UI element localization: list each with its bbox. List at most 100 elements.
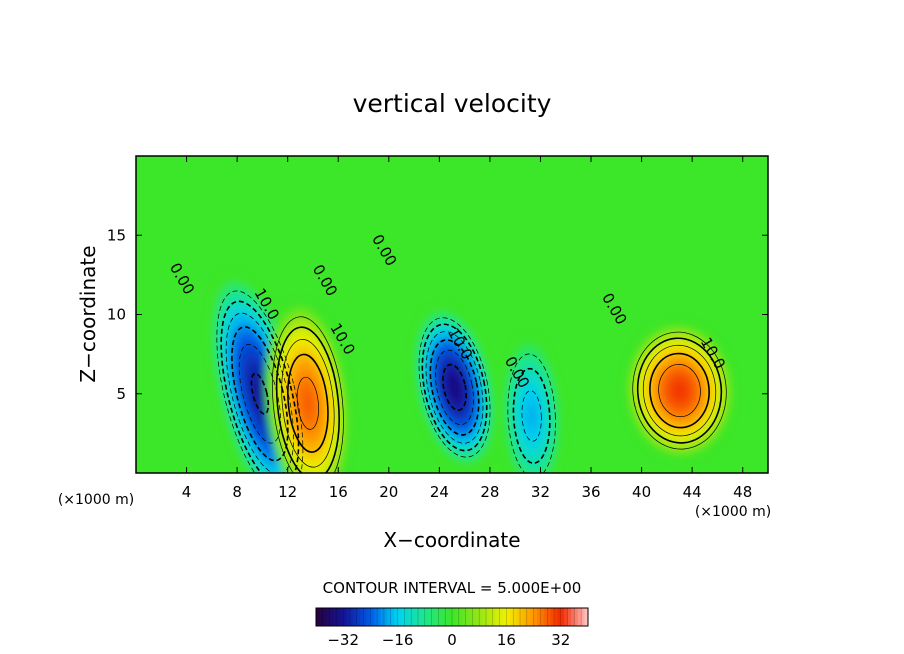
contour-line [216,290,304,473]
colorbar-segment [407,608,412,626]
colorbar-segment [441,608,446,626]
colorbar-segment [560,608,565,626]
y-axis-label: Z−coordinate [76,245,100,382]
colorbar-segment [343,608,347,626]
colorbar-segment [486,608,490,626]
colorbar-segment [516,608,521,626]
colorbar-segment [581,608,585,626]
field-band [255,383,265,404]
colorbar-segment [540,608,545,626]
x-axis-label: X−coordinate [383,528,520,552]
colorbar-tick-label: 32 [551,631,570,649]
contour-line [418,317,491,458]
colorbar-segment [414,608,419,626]
colorbar-segment [326,608,330,626]
contour-line [658,364,701,418]
colorbar-tick-label: 16 [497,631,516,649]
colorbar-segment [424,608,429,626]
colorbar-segment [322,608,327,626]
colorbar-segment [499,608,504,626]
colorbar-segment [390,608,395,626]
contour-lines [216,290,727,473]
colorbar-segment [564,608,568,626]
x-tick-label: 16 [329,483,348,501]
x-tick-label: 24 [430,483,449,501]
contour-line [642,344,717,437]
contour-line [281,339,335,468]
x-tick-label: 28 [480,483,499,501]
contour-line [429,339,480,436]
colorbar-tick-label: −16 [382,631,414,649]
colorbar-segment [404,608,409,626]
colorbar-segment [363,608,368,626]
contour-line [275,326,340,473]
colorbar-segment [533,608,538,626]
contour-line [231,326,289,462]
colorbar-segment [513,608,517,626]
colorbar-segment [353,608,358,626]
x-unit-right: (×1000 m) [695,504,771,520]
colorbar-segment [319,608,324,626]
colorbar-tick-label: −32 [327,631,359,649]
contour-line [435,349,474,426]
x-tick-label: 40 [632,483,651,501]
y-tick-label: 5 [116,385,126,403]
colorbar-segment [554,608,558,626]
contour-line [287,353,329,453]
colorbar-segment [387,608,392,626]
colorbar-segment [455,608,460,626]
chart-title: vertical velocity [353,89,552,118]
colorbar-segment [373,608,378,626]
y-tick-label: 15 [107,226,126,244]
field-band [674,384,685,397]
colorbar-segment [509,608,514,626]
colorbar-segment [475,608,480,626]
colorbar-segment [496,608,500,626]
colorbar-segment [571,608,575,626]
colorbar-segment [435,608,439,626]
contour-interval-label: CONTOUR INTERVAL = 5.000E+00 [323,579,582,597]
colorbar-segment [411,608,415,626]
field-band [304,394,312,412]
colorbar-segment [377,608,381,626]
colorbar-segment [350,608,354,626]
colorbar-segment [428,608,432,626]
colorbar-segment [367,608,371,626]
colorbar-segment [316,608,320,626]
contour-line [636,337,723,444]
colorbar-segment [346,608,351,626]
x-tick-label: 20 [379,483,398,501]
colorbar-segment [336,608,341,626]
contour-line [296,376,319,430]
field-band [529,409,535,423]
colorbar-segment [557,608,562,626]
contour-line [272,316,344,473]
x-unit-left: (×1000 m) [58,492,134,508]
colorbar-segment [472,608,477,626]
contour-line [512,367,551,465]
y-axis-ticks: 5 10 15 [107,226,768,403]
colorbar-segment [503,608,507,626]
contour-line [250,372,270,415]
colorbar-segment [458,608,463,626]
colorbar-segment [520,608,524,626]
contour-line [425,331,484,444]
colorbar-segment [526,608,531,626]
contour-line [632,331,727,450]
colorbar-segment [356,608,361,626]
colorbar-segment [445,608,449,626]
x-tick-label: 32 [531,483,550,501]
contour-line [649,352,710,429]
colorbar [315,607,589,627]
colorbar-segment [469,608,473,626]
colorbar-segment [384,608,388,626]
colorbar-segment [489,608,494,626]
colorbar-segment [479,608,483,626]
colorbar-segment [543,608,548,626]
contour-line [421,323,488,452]
colorbar-segment [530,608,534,626]
x-tick-label: 48 [733,483,752,501]
contour-line [225,312,294,473]
x-tick-label: 12 [278,483,297,501]
